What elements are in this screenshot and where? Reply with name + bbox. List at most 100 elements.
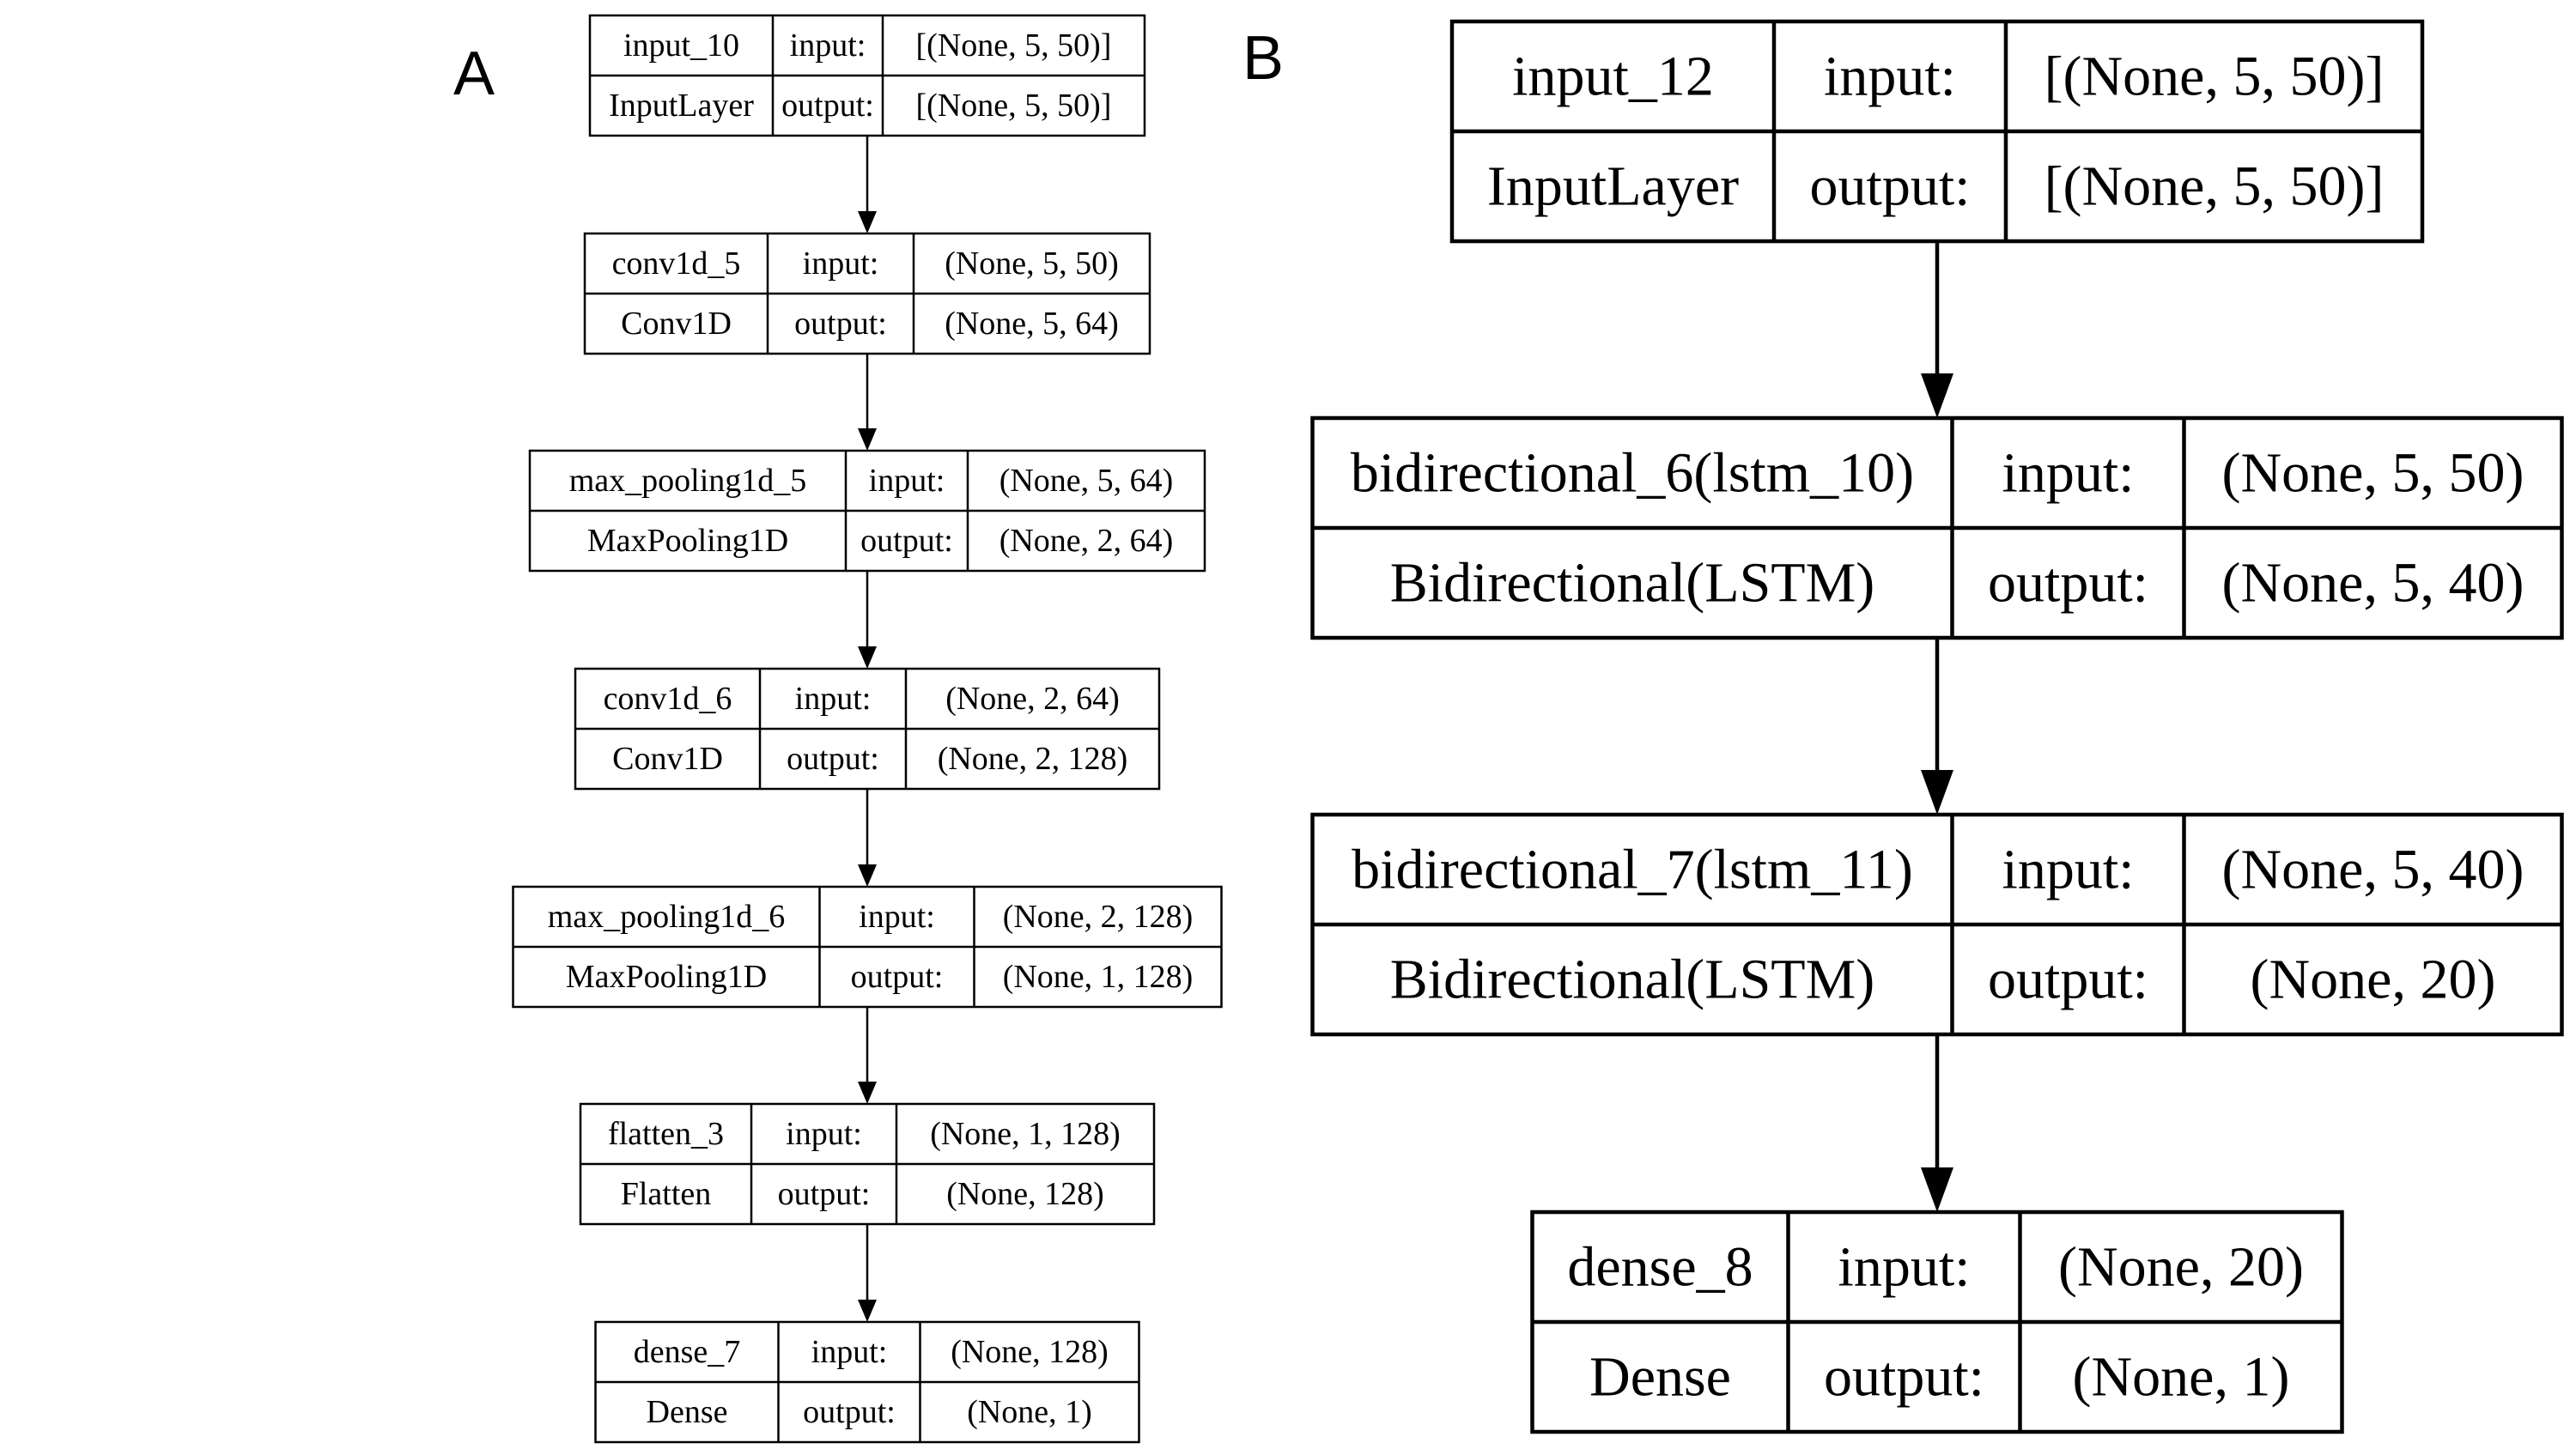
flow-arrow [858,789,877,887]
arrow-head [858,646,877,669]
layer-node-dense-7: dense_7 input: (None, 128) Dense output: (Non… [594,1320,1140,1444]
arrow-head [858,211,877,233]
input-label: input: [1838,1236,1970,1299]
layer-name: input_10 [623,27,739,64]
flow-arrow [858,571,877,669]
output-shape: (None, 128) [946,1176,1104,1212]
arrow-head [1921,770,1953,815]
layer-name: bidirectional_7(lstm_11) [1352,839,1913,901]
output-shape: (None, 5, 40) [2222,552,2524,615]
output-shape: (None, 2, 128) [938,741,1128,777]
output-label: output: [851,959,944,995]
input-label: input: [1824,45,1956,108]
output-shape: (None, 20) [2251,949,2496,1011]
flow-arrow [1921,1034,1953,1212]
output-shape: (None, 5, 64) [945,306,1119,342]
arrow-head [1921,373,1953,418]
output-shape: (None, 1) [2073,1346,2290,1409]
input-shape: (None, 128) [951,1334,1109,1370]
output-shape: (None, 2, 64) [999,523,1174,559]
output-label: output: [781,88,874,124]
layer-name: dense_7 [634,1334,741,1370]
flow-arrow [858,136,877,233]
flow-arrow [1921,638,1953,815]
layer-type: Bidirectional(LSTM) [1390,552,1875,615]
flow-arrow [858,354,877,451]
output-shape: (None, 1) [967,1394,1092,1430]
layer-type: Flatten [621,1176,712,1212]
input-label: input: [859,899,935,935]
layer-node-dense-8: dense_8 input: (None, 20) Dense output: (None… [1530,1210,2344,1434]
output-label: output: [1824,1346,1984,1409]
layer-node-conv1d-5: conv1d_5 input: (None, 5, 50) Conv1D output:… [583,232,1151,355]
layer-node-input-10: input_10 input: [(None, 5, 50)] InputLayer o… [588,14,1146,137]
layer-type: MaxPooling1D [566,959,767,995]
layer-type: Conv1D [621,306,732,342]
flow-arrow [858,1007,877,1104]
arrow-head [858,864,877,887]
output-label: output: [1988,949,2148,1011]
input-label: input: [790,27,866,64]
flow-arrow [858,1224,877,1322]
layer-node-bidirectional-7-lstm-11: bidirectional_7(lstm_11) input: (None, 5, … [1310,812,2564,1037]
output-label: output: [860,523,953,559]
panel-a-label: A [453,39,495,108]
input-shape: (None, 5, 40) [2222,839,2524,901]
panel-a-cnn-model: input_10 input: [(None, 5, 50)] InputLayer o… [512,14,1223,1444]
input-shape: [(None, 5, 50)] [916,27,1112,64]
input-shape: (None, 5, 50) [2222,442,2524,505]
layer-type: MaxPooling1D [587,523,788,559]
layer-name: max_pooling1d_6 [548,899,786,935]
layer-node-conv1d-6: conv1d_6 input: (None, 2, 64) Conv1D output:… [574,667,1161,791]
panel-b-label: B [1242,24,1284,93]
input-shape: [(None, 5, 50)] [2044,45,2385,108]
output-shape: [(None, 5, 50)] [916,88,1112,124]
output-shape: (None, 1, 128) [1003,959,1194,995]
output-label: output: [803,1394,896,1430]
input-shape: (None, 1, 128) [930,1116,1121,1152]
layer-type: Conv1D [612,741,723,777]
input-label: input: [803,246,879,282]
layer-type: Dense [647,1394,728,1430]
arrow-head [858,428,877,451]
layer-node-flatten-3: flatten_3 input: (None, 1, 128) Flatten outp… [579,1102,1156,1226]
input-label: input: [786,1116,862,1152]
output-label: output: [1809,155,1970,218]
input-shape: (None, 5, 50) [945,246,1119,282]
input-label: input: [2002,839,2134,901]
layer-type: InputLayer [1487,155,1739,218]
layer-type: InputLayer [609,88,754,124]
output-label: output: [787,741,879,777]
layer-name: dense_8 [1567,1236,1753,1299]
layer-name: flatten_3 [608,1116,724,1152]
input-label: input: [2002,442,2134,505]
output-label: output: [1988,552,2148,615]
layer-node-max-pooling1d-5: max_pooling1d_5 input: (None, 5, 64) MaxPoo… [528,449,1206,573]
arrow-head [858,1300,877,1322]
layer-name: conv1d_5 [612,246,741,282]
input-label: input: [869,463,945,499]
layer-name: bidirectional_6(lstm_10) [1351,442,1914,505]
flow-arrow [1921,241,1953,418]
arrow-head [858,1082,877,1104]
input-shape: (None, 2, 64) [945,681,1120,717]
layer-name: conv1d_6 [604,681,732,717]
layer-name: max_pooling1d_5 [569,463,807,499]
input-label: input: [811,1334,888,1370]
input-label: input: [795,681,872,717]
panel-b-lstm-model: input_12 input: [(None, 5, 50)] InputLayer o… [1310,19,2564,1434]
layer-name: input_12 [1512,45,1714,108]
arrow-head [1921,1167,1953,1212]
input-shape: (None, 20) [2058,1236,2304,1299]
layer-type: Bidirectional(LSTM) [1390,949,1875,1011]
layer-type: Dense [1589,1346,1731,1409]
input-shape: (None, 2, 128) [1003,899,1194,935]
output-label: output: [778,1176,871,1212]
output-label: output: [794,306,887,342]
layer-node-max-pooling1d-6: max_pooling1d_6 input: (None, 2, 128) MaxPo… [512,885,1223,1009]
layer-node-input-12: input_12 input: [(None, 5, 50)] InputLayer o… [1449,19,2425,244]
input-shape: (None, 5, 64) [999,463,1174,499]
layer-node-bidirectional-6-lstm-10: bidirectional_6(lstm_10) input: (None, 5, … [1310,415,2564,640]
